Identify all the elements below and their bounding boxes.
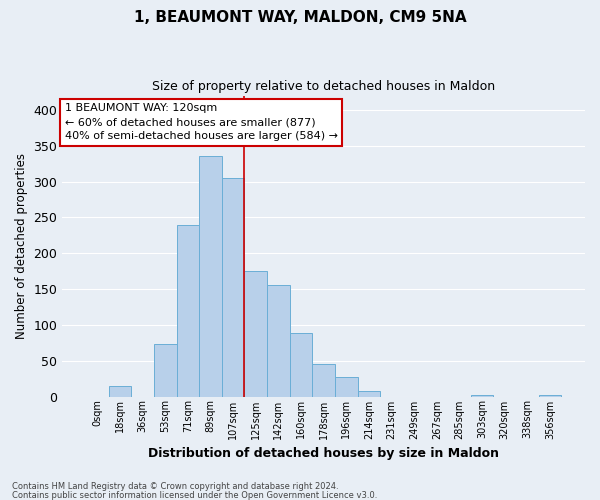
Bar xyxy=(358,392,380,396)
Y-axis label: Number of detached properties: Number of detached properties xyxy=(15,153,28,339)
Bar xyxy=(176,224,199,396)
X-axis label: Distribution of detached houses by size in Maldon: Distribution of detached houses by size … xyxy=(148,447,499,460)
Bar xyxy=(154,344,176,397)
Title: Size of property relative to detached houses in Maldon: Size of property relative to detached ho… xyxy=(152,80,495,93)
Bar xyxy=(267,286,290,397)
Bar xyxy=(199,156,222,396)
Bar xyxy=(471,395,493,396)
Bar xyxy=(244,271,267,396)
Bar xyxy=(335,377,358,396)
Text: 1 BEAUMONT WAY: 120sqm
← 60% of detached houses are smaller (877)
40% of semi-de: 1 BEAUMONT WAY: 120sqm ← 60% of detached… xyxy=(65,103,338,141)
Text: Contains HM Land Registry data © Crown copyright and database right 2024.: Contains HM Land Registry data © Crown c… xyxy=(12,482,338,491)
Text: 1, BEAUMONT WAY, MALDON, CM9 5NA: 1, BEAUMONT WAY, MALDON, CM9 5NA xyxy=(134,10,466,25)
Bar xyxy=(539,395,561,396)
Bar xyxy=(222,178,244,396)
Bar xyxy=(313,364,335,396)
Bar xyxy=(109,386,131,396)
Bar xyxy=(290,334,313,396)
Text: Contains public sector information licensed under the Open Government Licence v3: Contains public sector information licen… xyxy=(12,490,377,500)
